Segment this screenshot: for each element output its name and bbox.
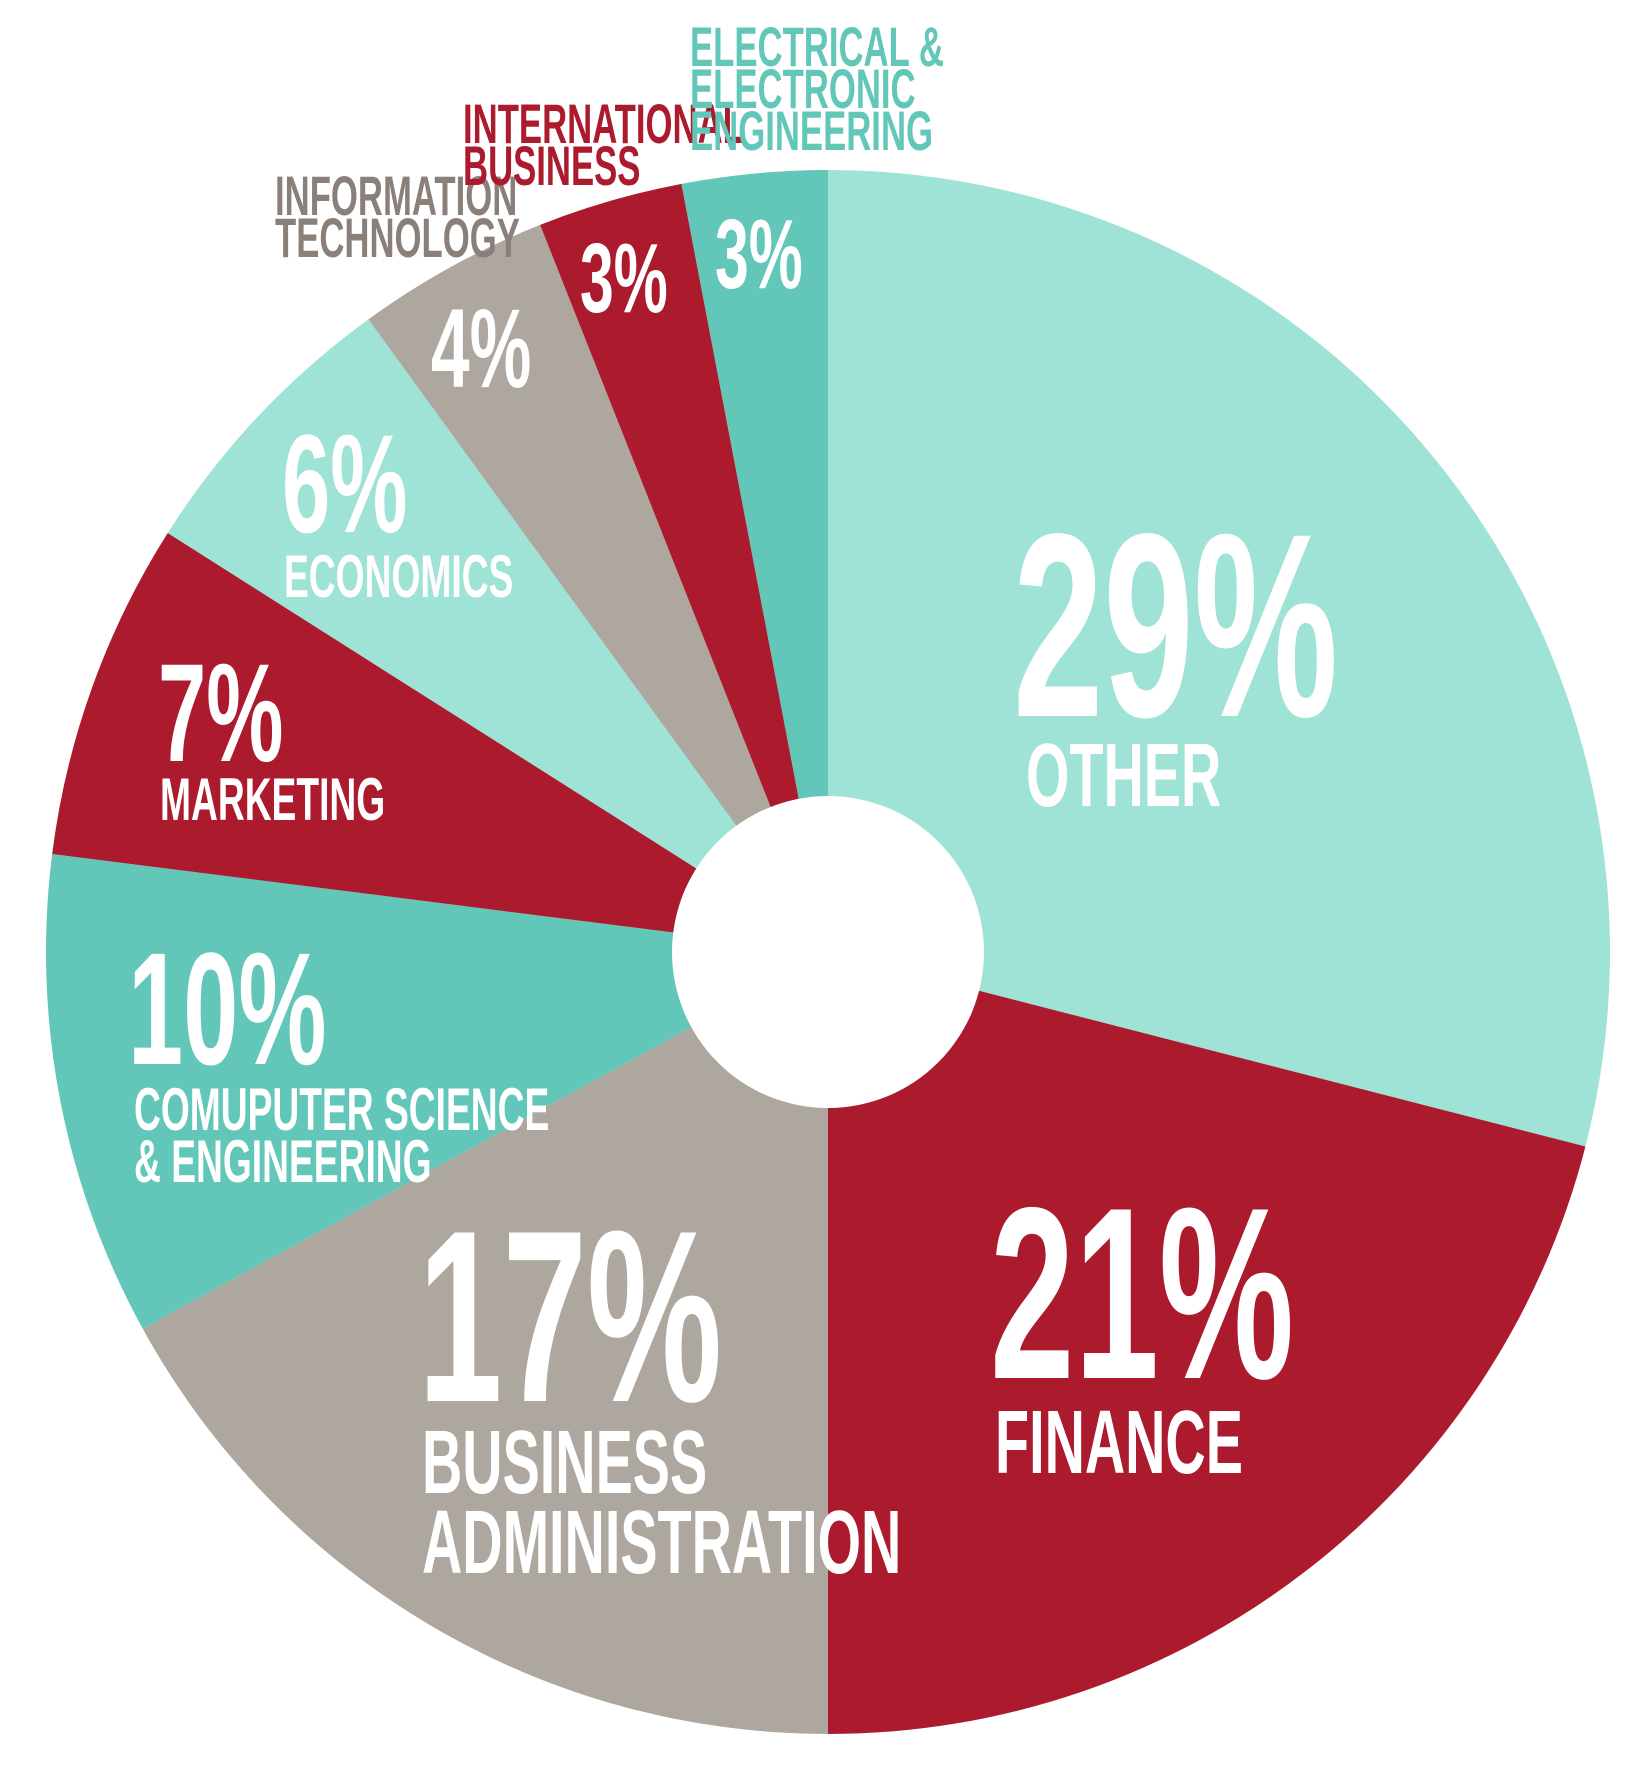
slice-business-administration: [142, 952, 829, 1734]
data-label-marketing-name: MARKETING: [160, 766, 385, 833]
slice-finance: [828, 952, 1586, 1734]
data-label-business-administration-name-line1: BUSINESS: [422, 1411, 707, 1512]
slice-information-technology: [368, 224, 828, 952]
data-label-electrical-engineering-name-line2: ELECTRONIC: [690, 58, 916, 121]
data-label-international-business-value: 3%: [580, 224, 668, 333]
data-label-finance-name: FINANCE: [995, 1391, 1243, 1492]
slices: [46, 170, 1610, 1734]
data-label-information-technology-value: 4%: [431, 286, 531, 411]
data-label-economics-name: ECONOMICS: [284, 543, 513, 610]
data-label-information-technology-name-line2: TECHNOLOGY: [275, 207, 520, 270]
data-label-other-value: 29%: [1013, 480, 1338, 772]
data-label-information-technology-name-line1: INFORMATION: [275, 165, 517, 228]
data-label-marketing-value: 7%: [158, 635, 283, 791]
slice-marketing: [52, 532, 828, 952]
data-label-electrical-engineering-name-line3: ENGINEERING: [690, 100, 933, 163]
slice-international-business: [540, 183, 828, 952]
slice-other: [828, 170, 1610, 1147]
data-label-economics-value: 6%: [282, 406, 407, 562]
donut-hole: [672, 796, 984, 1108]
slice-economics: [167, 319, 828, 952]
data-label-computer-science-name-line1: COMUPUTER SCIENCE: [134, 1076, 549, 1143]
slice-electrical-electronic-engineering: [681, 170, 828, 952]
data-label-computer-science-value: 10%: [128, 920, 327, 1099]
data-label-computer-science-name-line2: & ENGINEERING: [134, 1128, 432, 1195]
data-label-electrical-engineering-name-line1: ELECTRICAL &: [690, 16, 944, 79]
data-label-international-business-name-line2: BUSINESS: [463, 135, 640, 198]
slice-comuputer-science-engineering: [46, 853, 829, 1329]
data-label-international-business-name-line1: INTERNATIONAL: [463, 93, 744, 156]
data-label-business-administration-name-line2: ADMINISTRATION: [422, 1491, 901, 1592]
data-label-finance-value: 21%: [990, 1157, 1294, 1431]
data-label-business-administration-value: 17%: [418, 1180, 722, 1454]
data-label-other-name: OTHER: [1026, 724, 1221, 825]
data-label-electrical-engineering-value: 3%: [715, 200, 803, 309]
